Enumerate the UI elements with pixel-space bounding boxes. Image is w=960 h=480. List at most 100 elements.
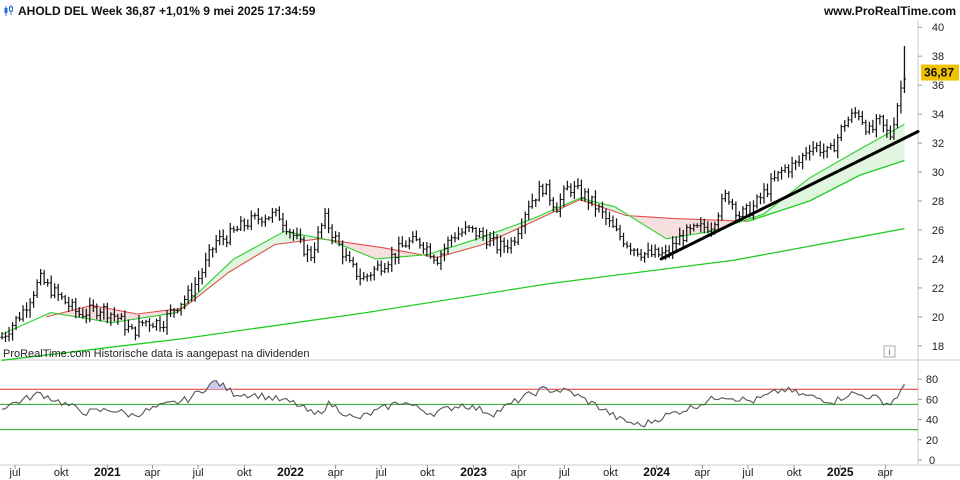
- price-bar: [393, 252, 397, 265]
- ma-fill-segment: [130, 312, 134, 320]
- ma-fill-segment: [871, 140, 875, 172]
- price-bar: [348, 251, 352, 263]
- x-tick-label: okt: [237, 467, 252, 479]
- candlestick-logo-icon: [4, 5, 13, 16]
- price-bar: [267, 216, 271, 221]
- price-bar: [551, 197, 555, 212]
- price-bar: [481, 227, 485, 241]
- price-bar: [256, 208, 260, 225]
- price-bar: [688, 224, 692, 235]
- price-bar: [607, 211, 612, 228]
- price-bar: [495, 234, 499, 254]
- rsi-y-tick-label: 60: [926, 394, 938, 406]
- price-bar: [28, 298, 32, 318]
- price-bar: [211, 247, 215, 258]
- price-bar: [39, 269, 43, 286]
- rsi-overbought-fill: [205, 384, 210, 390]
- price-bar: [562, 185, 566, 207]
- ma-fill-segment: [474, 238, 479, 247]
- price-bar: [200, 267, 204, 285]
- price-bar: [390, 246, 394, 272]
- price-bar: [49, 275, 53, 299]
- ma-fill-segment: [657, 217, 661, 236]
- trendline: [659, 130, 920, 261]
- price-bar: [32, 291, 36, 308]
- ma-fill-segment: [832, 162, 837, 190]
- ma-fill-segment: [404, 251, 408, 257]
- price-bar: [351, 256, 355, 268]
- price-bar: [397, 236, 401, 264]
- price-bar: [765, 183, 770, 198]
- price-y-tick-label: 18: [932, 341, 944, 353]
- price-bar: [168, 304, 173, 317]
- price-bar: [727, 191, 731, 205]
- price-bar: [239, 216, 243, 231]
- price-y-tick-label: 22: [932, 283, 944, 295]
- price-bar: [249, 210, 253, 231]
- ma-fill-segment: [242, 252, 247, 264]
- price-bar: [888, 125, 893, 140]
- price-bar: [147, 318, 152, 332]
- ma-fill-segment: [899, 125, 903, 163]
- ma-fill-segment: [372, 246, 377, 259]
- price-bar: [77, 307, 81, 318]
- price-bar: [253, 212, 257, 220]
- ma-fill-segment: [664, 217, 668, 239]
- x-tick-label: okt: [603, 467, 618, 479]
- price-bar: [530, 193, 534, 209]
- price-bar: [7, 326, 11, 342]
- price-bar: [860, 111, 864, 125]
- price-bar: [109, 312, 113, 326]
- ma-long-line: [1, 227, 905, 361]
- price-bar: [35, 279, 39, 298]
- price-bar: [365, 273, 369, 282]
- price-bar: [105, 302, 109, 324]
- price-bar: [214, 234, 218, 254]
- ma-fill-segment: [140, 313, 145, 319]
- x-tick-label: okt: [420, 467, 435, 479]
- price-y-tick-label: 30: [932, 167, 944, 179]
- ma-fill-segment: [277, 233, 282, 245]
- price-bar: [116, 313, 120, 325]
- ma-fill-segment: [636, 216, 640, 223]
- price-bar: [674, 236, 678, 250]
- price-bar: [284, 220, 289, 235]
- ma-fill-segment: [67, 310, 71, 316]
- price-bar: [411, 231, 415, 244]
- price-bar: [369, 272, 373, 281]
- ma-fill-segment: [144, 312, 148, 318]
- rsi-overbought-fill: [209, 381, 213, 390]
- price-bar: [867, 121, 871, 135]
- ma-fill-segment: [386, 248, 391, 259]
- ma-fill-segment: [306, 235, 310, 241]
- ma-fill-segment: [70, 309, 75, 317]
- price-bar: [537, 180, 541, 202]
- price-bar: [639, 248, 643, 261]
- price-bar: [372, 266, 376, 281]
- ma-fill-segment: [249, 248, 254, 260]
- price-bar: [499, 235, 503, 257]
- price-bar: [744, 203, 749, 216]
- price-bar: [130, 324, 134, 330]
- ma-fill-segment: [281, 231, 285, 244]
- info-icon[interactable]: i: [883, 345, 896, 358]
- ma-fill-segment: [126, 312, 131, 321]
- price-bar: [63, 294, 67, 305]
- price-bar: [509, 237, 513, 254]
- price-bar: [344, 247, 348, 262]
- price-bar: [274, 208, 278, 217]
- price-bar: [755, 194, 759, 209]
- price-bar: [165, 310, 169, 335]
- price-bar: [783, 164, 787, 174]
- x-tick-label: 2021: [94, 465, 121, 479]
- ma-fill-segment: [541, 213, 545, 218]
- price-y-tick-label: 32: [932, 138, 944, 150]
- price-bar: [305, 244, 310, 263]
- price-bar: [621, 232, 626, 248]
- price-bar: [850, 108, 854, 123]
- price-bar: [46, 278, 50, 287]
- x-tick-label: jul: [558, 467, 570, 479]
- price-bar: [70, 298, 74, 311]
- price-bar: [56, 283, 60, 301]
